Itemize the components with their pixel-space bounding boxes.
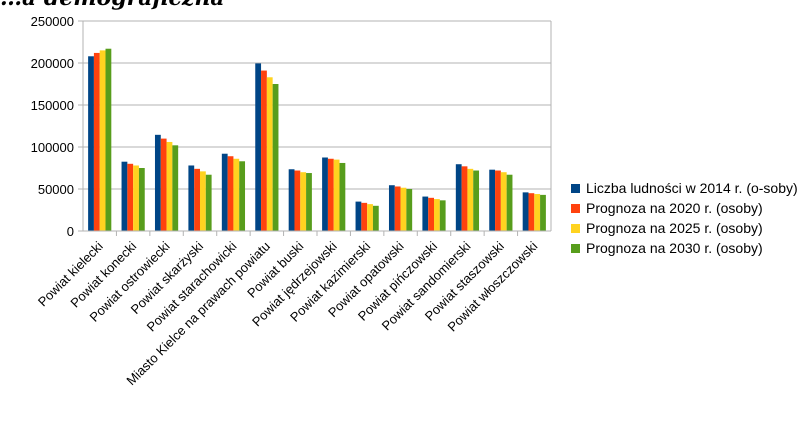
bar-2025 xyxy=(300,172,307,231)
y-tick-label: 50000 xyxy=(38,182,74,197)
bar-2014 xyxy=(489,169,496,231)
bar-2030 xyxy=(205,174,212,231)
bar-2014 xyxy=(388,185,395,231)
bar-2025 xyxy=(233,158,240,231)
legend-label-2025: Prognoza na 2025 r. (osoby) xyxy=(586,220,763,236)
bar-2014 xyxy=(188,165,195,231)
bar-2025 xyxy=(434,199,440,231)
bar-2030 xyxy=(138,168,145,231)
bar-2030 xyxy=(406,189,413,231)
bar-2014 xyxy=(522,192,529,231)
bar-2025 xyxy=(400,187,407,231)
bar-2014 xyxy=(221,153,228,231)
y-tick-label: 200000 xyxy=(31,56,74,71)
bar-2020 xyxy=(327,158,334,231)
legend-swatch-2020 xyxy=(571,204,580,213)
bar-2025 xyxy=(133,165,139,231)
bar-2030 xyxy=(339,162,346,231)
bar-2014 xyxy=(121,161,128,231)
bar-2030 xyxy=(439,200,446,231)
bar-2014 xyxy=(455,164,462,231)
bar-2020 xyxy=(294,170,301,231)
bar-2014 xyxy=(154,134,161,231)
bar-2020 xyxy=(261,70,267,231)
bar-2020 xyxy=(194,168,200,231)
bar-2014 xyxy=(422,196,429,231)
bar-2025 xyxy=(467,168,474,231)
bar-2030 xyxy=(506,174,513,231)
bar-2030 xyxy=(473,170,480,231)
bar-2030 xyxy=(372,205,379,231)
bar-2025 xyxy=(99,50,106,232)
legend-label-2030: Prognoza na 2030 r. (osoby) xyxy=(586,240,763,256)
bar-2030 xyxy=(105,48,112,231)
bar-2030 xyxy=(272,84,279,231)
y-tick-label: 0 xyxy=(67,224,74,239)
bar-2020 xyxy=(394,186,401,231)
chart-legend: Liczba ludności w 2014 r. (o-soby) Progn… xyxy=(571,180,811,260)
bar-2025 xyxy=(166,141,173,231)
bar-2014 xyxy=(322,157,328,231)
legend-swatch-2014 xyxy=(571,184,580,193)
bar-2020 xyxy=(528,193,535,231)
legend-item-2025: Prognoza na 2025 r. (osoby) xyxy=(571,220,811,237)
legend-swatch-2030 xyxy=(571,244,580,253)
bar-2025 xyxy=(200,171,206,231)
bar-2020 xyxy=(227,156,234,231)
legend-swatch-2025 xyxy=(571,224,580,233)
legend-item-2020: Prognoza na 2020 r. (osoby) xyxy=(571,200,811,217)
chart-title: …a demograficzna xyxy=(0,0,225,11)
legend-item-2030: Prognoza na 2030 r. (osoby) xyxy=(571,240,811,257)
bar-2025 xyxy=(500,172,507,231)
bar-2025 xyxy=(534,194,541,231)
bar-2020 xyxy=(428,197,434,231)
y-tick-label: 150000 xyxy=(31,98,74,113)
bar-2030 xyxy=(540,194,546,231)
y-tick-label: 100000 xyxy=(31,140,74,155)
bar-2020 xyxy=(127,163,134,231)
legend-label-2020: Prognoza na 2020 r. (osoby) xyxy=(586,200,763,216)
bar-2014 xyxy=(355,201,362,231)
bar-2020 xyxy=(160,138,167,231)
bar-2025 xyxy=(333,159,340,231)
y-tick-label: 250000 xyxy=(31,14,74,29)
bar-2020 xyxy=(93,52,100,231)
bar-2014 xyxy=(255,63,262,231)
bar-2020 xyxy=(461,166,468,231)
bar-2020 xyxy=(495,170,501,231)
bar-2030 xyxy=(172,145,179,231)
bar-2025 xyxy=(266,77,273,231)
legend-label-2014: Liczba ludności w 2014 r. (o-soby) xyxy=(586,180,798,196)
bar-2025 xyxy=(367,204,373,231)
bar-2014 xyxy=(288,169,295,231)
legend-item-2014: Liczba ludności w 2014 r. (o-soby) xyxy=(571,180,811,197)
bar-2014 xyxy=(88,56,94,231)
bar-2030 xyxy=(306,173,312,231)
bar-2030 xyxy=(239,161,246,231)
bar-2020 xyxy=(361,202,368,231)
